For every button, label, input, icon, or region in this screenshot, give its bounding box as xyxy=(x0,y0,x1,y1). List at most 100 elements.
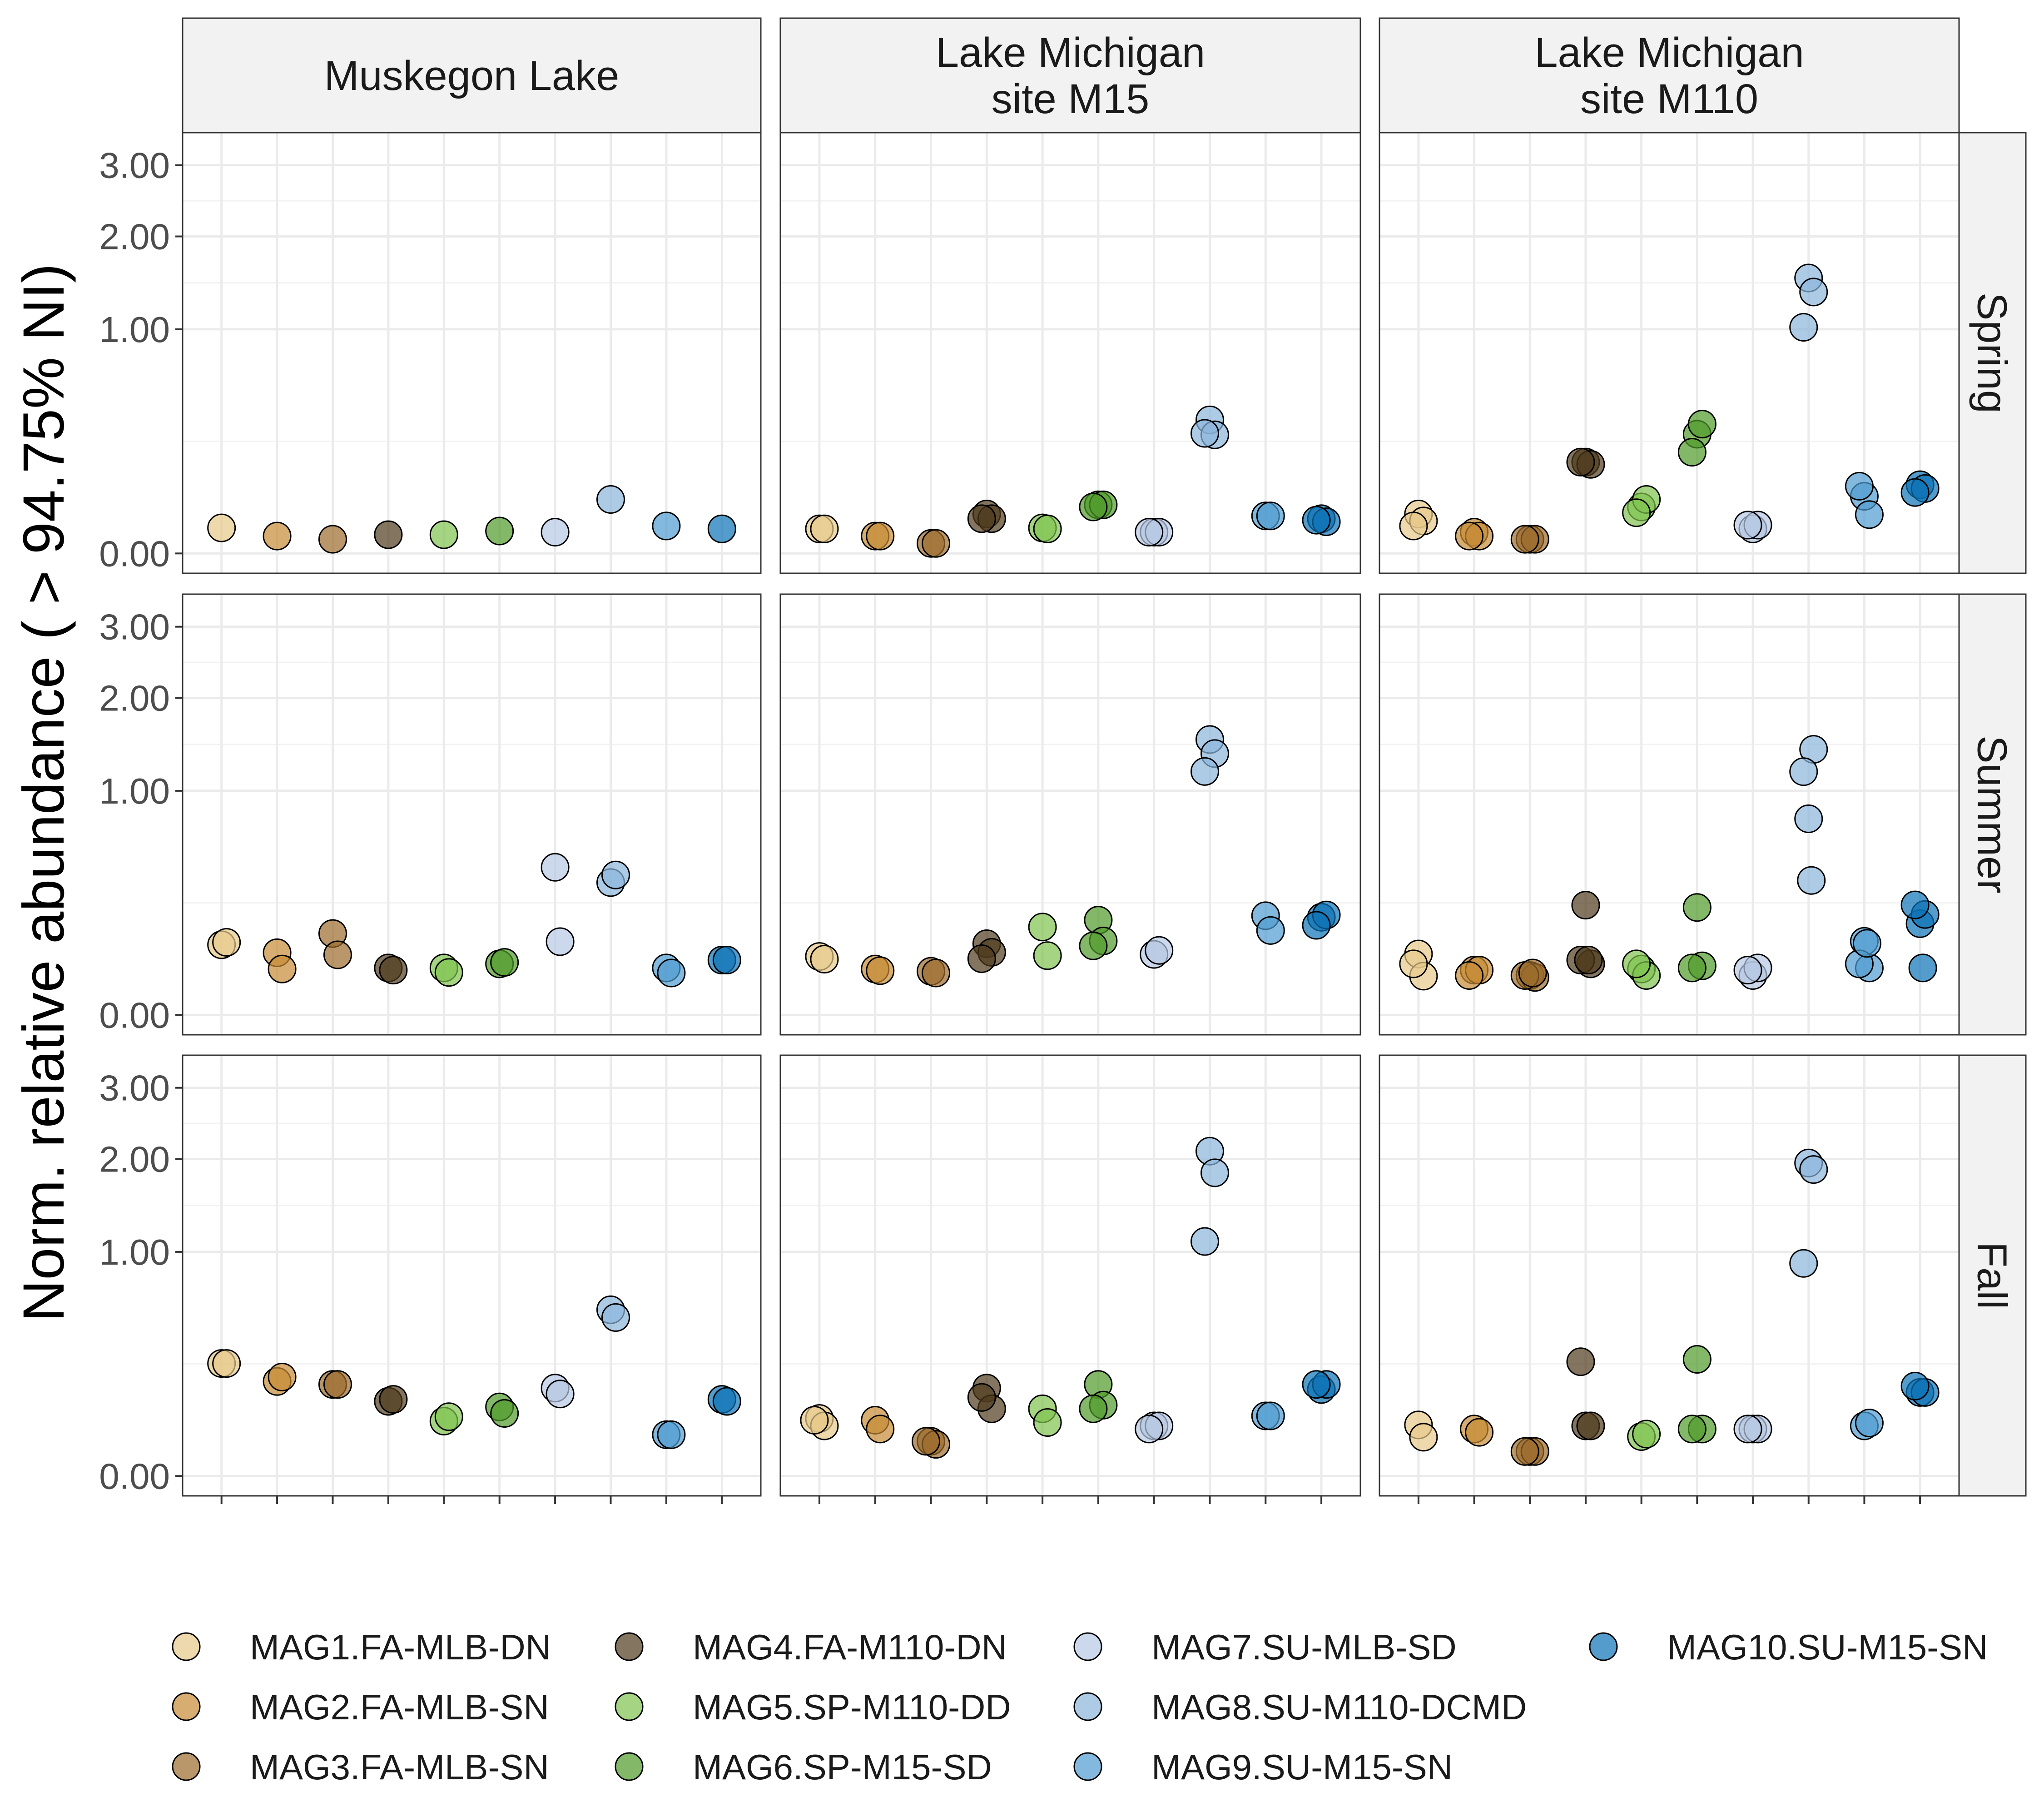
data-point xyxy=(1200,1158,1229,1187)
data-point xyxy=(541,853,570,882)
chart-axes: 0.00 1.00 2.00 3.00 0.00 1.00 2.00 3.00 0.00 1.00… xyxy=(99,145,1921,1504)
data-point xyxy=(800,1405,829,1435)
panel-points xyxy=(1404,1148,1940,1466)
data-point xyxy=(1033,514,1062,543)
data-point xyxy=(379,956,408,985)
data-point xyxy=(1682,893,1712,922)
data-point xyxy=(1510,525,1539,554)
data-point xyxy=(912,1427,941,1456)
data-point xyxy=(810,514,839,543)
data-point xyxy=(1900,1371,1930,1400)
data-point xyxy=(1399,511,1428,541)
y-tick-label: 3.00 xyxy=(99,1068,170,1108)
data-point xyxy=(922,958,951,988)
panel-background xyxy=(183,133,761,573)
column-strip xyxy=(182,17,762,134)
data-point xyxy=(1799,278,1828,307)
legend-key xyxy=(1073,1632,1102,1661)
data-point xyxy=(434,958,463,987)
legend-item: MAG1.FA-MLB-DN xyxy=(172,1627,551,1667)
data-point xyxy=(490,948,519,977)
data-point xyxy=(1900,478,1930,507)
data-point xyxy=(601,860,630,889)
legend-item: MAG9.SU-M15-SN xyxy=(1073,1747,1453,1787)
data-point xyxy=(323,940,352,969)
data-point xyxy=(1135,1415,1164,1444)
legend-item: MAG7.SU-MLB-SD xyxy=(1073,1627,1457,1667)
panel-points xyxy=(805,725,1341,988)
data-point xyxy=(866,521,895,551)
row-strip xyxy=(1958,593,2027,1036)
panel-points xyxy=(207,853,741,988)
panel-border xyxy=(779,1054,1361,1497)
data-point xyxy=(1571,891,1600,920)
panel-points xyxy=(207,1295,741,1449)
row-strip-label: Fall xyxy=(1969,1242,2015,1309)
data-point xyxy=(1677,1415,1707,1444)
panel-border xyxy=(182,1054,762,1497)
data-point xyxy=(810,944,839,973)
data-point xyxy=(429,520,458,549)
data-point xyxy=(712,945,741,974)
y-tick-label: 3.00 xyxy=(99,607,170,647)
panel-border xyxy=(779,593,1361,1036)
data-point xyxy=(546,927,575,956)
data-point xyxy=(1687,410,1717,439)
data-point xyxy=(1190,419,1219,448)
legend-label: MAG8.SU-M110-DCMD xyxy=(1151,1687,1527,1727)
data-point xyxy=(657,958,686,988)
data-point xyxy=(1682,1345,1712,1374)
panel-points xyxy=(800,1137,1341,1459)
data-point xyxy=(1622,498,1651,527)
data-point xyxy=(374,520,403,549)
data-point xyxy=(652,511,681,541)
data-point xyxy=(1033,1408,1062,1437)
data-point xyxy=(1574,945,1603,974)
data-point xyxy=(1733,956,1762,985)
legend-item: MAG5.SP-M110-DD xyxy=(615,1687,1011,1727)
data-point xyxy=(1135,518,1164,547)
data-point xyxy=(866,956,895,985)
data-point xyxy=(601,1303,630,1332)
data-point xyxy=(263,521,292,551)
data-point xyxy=(1302,911,1331,940)
data-point xyxy=(1190,1227,1219,1256)
data-point xyxy=(1028,913,1057,942)
legend-item: MAG4.FA-M110-DN xyxy=(615,1627,1007,1667)
panel-points xyxy=(805,405,1341,558)
data-point xyxy=(546,1380,575,1409)
legend-key xyxy=(1589,1632,1618,1661)
legend-item: MAG3.FA-MLB-SN xyxy=(172,1747,549,1787)
data-point xyxy=(922,529,951,558)
data-point xyxy=(323,1370,352,1399)
legend-key xyxy=(615,1632,644,1661)
data-point xyxy=(268,1362,297,1391)
y-tick-label: 1.00 xyxy=(99,771,170,811)
data-point xyxy=(1033,941,1062,970)
data-point xyxy=(485,516,514,546)
data-point xyxy=(1566,1347,1595,1376)
data-point xyxy=(1855,1409,1884,1438)
data-point xyxy=(1145,936,1174,965)
legend-label: MAG5.SP-M110-DD xyxy=(693,1687,1011,1727)
legend-item: MAG8.SU-M110-DCMD xyxy=(1073,1687,1527,1727)
legend-key xyxy=(1073,1752,1102,1781)
data-point xyxy=(1855,500,1884,529)
data-point xyxy=(1256,1401,1285,1430)
row-strip-label: Spring xyxy=(1969,293,2015,413)
legend-key xyxy=(172,1632,201,1661)
legend-key xyxy=(615,1692,644,1721)
y-tick-label: 2.00 xyxy=(99,217,170,257)
data-point xyxy=(212,1349,241,1378)
data-point xyxy=(541,518,570,547)
data-point xyxy=(1852,929,1881,958)
y-tick-label: 2.00 xyxy=(99,1139,170,1180)
legend-key xyxy=(172,1692,201,1721)
column-strip-label: site M15 xyxy=(992,76,1150,122)
legend-label: MAG6.SP-M15-SD xyxy=(693,1747,992,1787)
data-point xyxy=(318,525,347,554)
legend-label: MAG2.FA-MLB-SN xyxy=(250,1687,549,1727)
y-tick-label: 3.00 xyxy=(99,145,170,186)
